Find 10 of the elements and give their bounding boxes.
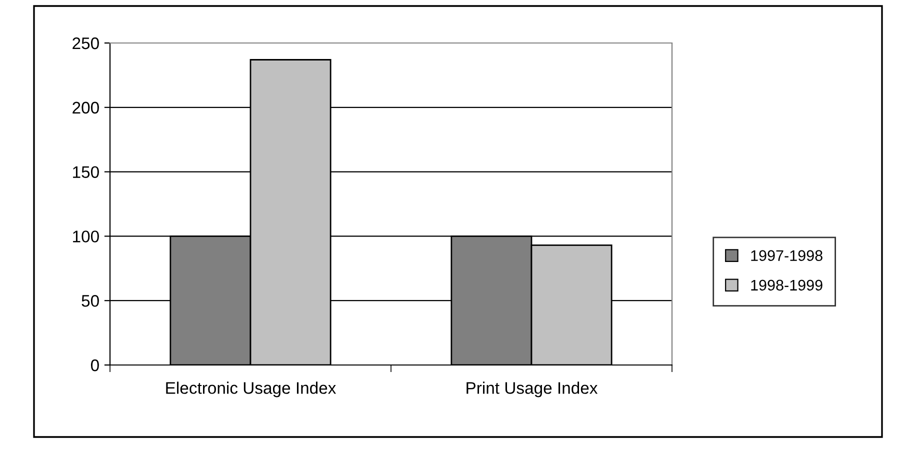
x-tick-label: Print Usage Index: [466, 382, 598, 398]
y-tick-label: 250: [72, 37, 99, 50]
y-tick-label: 100: [73, 230, 99, 242]
y-tick-label: 200: [72, 102, 99, 114]
y-tick-label: 150: [73, 166, 99, 178]
y-tick-label: 50: [82, 295, 99, 307]
x-tick-label: Electronic Usage Index: [166, 382, 336, 398]
legend-label: 1997-1998: [751, 250, 822, 261]
y-tick-label: 0: [90, 359, 99, 372]
legend-label: 1998-1999: [751, 280, 822, 291]
